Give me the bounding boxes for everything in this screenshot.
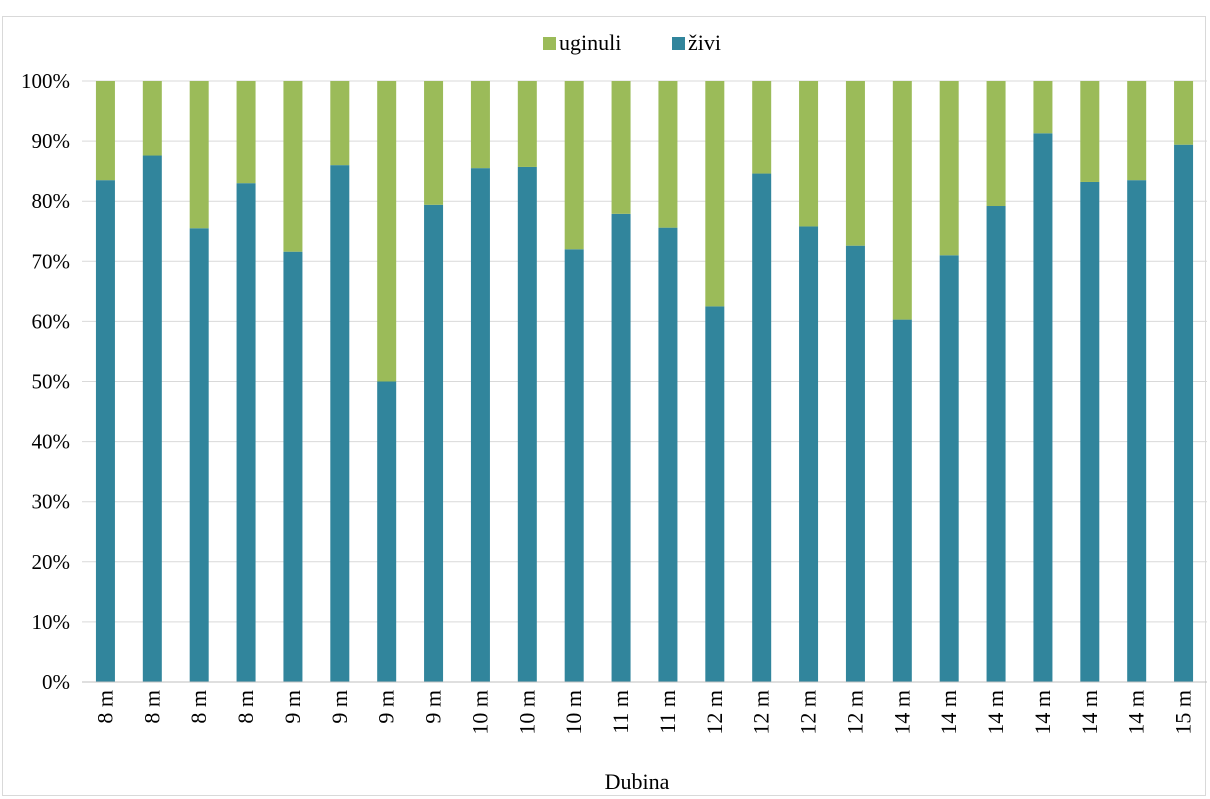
bar-zivi	[752, 173, 772, 682]
bar-uginuli	[658, 81, 678, 228]
y-tick-label: 10%	[32, 610, 71, 634]
bar-uginuli	[142, 81, 162, 156]
bar-zivi	[986, 206, 1006, 682]
bar-zivi	[330, 165, 350, 682]
bar-zivi	[705, 306, 725, 682]
bar-uginuli	[1174, 81, 1194, 145]
bar-uginuli	[377, 81, 397, 382]
bar-zivi	[283, 251, 303, 682]
x-tick-label: 8 m	[233, 690, 258, 724]
x-tick-label: 12 m	[749, 690, 774, 735]
bar-zivi	[95, 180, 115, 683]
bar-uginuli	[283, 81, 303, 252]
y-tick-label: 40%	[32, 430, 71, 454]
x-tick-label: 12 m	[702, 690, 727, 735]
bar-uginuli	[424, 81, 444, 205]
legend-swatch-uginuli	[543, 37, 556, 50]
bar-uginuli	[845, 81, 865, 246]
x-tick-label: 8 m	[186, 690, 211, 724]
x-tick-label: 14 m	[1030, 690, 1055, 735]
y-tick-label: 30%	[32, 490, 71, 514]
bar-uginuli	[330, 81, 350, 166]
legend: uginuli živi	[543, 30, 721, 55]
x-axis-title: Dubina	[605, 769, 670, 794]
bar-zivi	[1127, 180, 1147, 683]
bar-zivi	[1080, 181, 1100, 682]
bar-zivi	[1033, 133, 1053, 683]
bar-uginuli	[1127, 81, 1147, 181]
x-tick-label: 9 m	[421, 690, 446, 724]
x-tick-label: 10 m	[514, 690, 539, 735]
bar-uginuli	[189, 81, 209, 229]
bar-zivi	[1174, 144, 1194, 682]
x-tick-label: 9 m	[327, 690, 352, 724]
y-tick-label: 0%	[42, 670, 70, 694]
x-tick-label: 14 m	[1077, 690, 1102, 735]
x-tick-label: 10 m	[561, 690, 586, 735]
x-tick-label: 14 m	[1124, 690, 1149, 735]
x-tick-label: 14 m	[936, 690, 961, 735]
bar-uginuli	[752, 81, 772, 174]
bar-uginuli	[1033, 81, 1053, 134]
bar-zivi	[470, 168, 490, 682]
bar-zivi	[564, 249, 584, 682]
x-tick-label: 11 m	[608, 690, 633, 734]
y-axis-tick-labels: 0% 10% 20% 30% 40% 50% 60% 70% 80% 90% 100%	[21, 69, 70, 694]
x-tick-label: 14 m	[889, 690, 914, 735]
bar-zivi	[845, 245, 865, 682]
legend-swatch-zivi	[672, 37, 685, 50]
bar-zivi	[892, 319, 912, 682]
bar-uginuli	[470, 81, 490, 169]
x-axis-tick-labels: 8 m 8 m 8 m 8 m 9 m 9 m 9 m 9 m 10 m 10 m 10 m 11 m…	[92, 690, 1195, 735]
gridlines	[82, 80, 1207, 623]
y-tick-label: 90%	[32, 129, 71, 153]
bar-zivi	[939, 255, 959, 683]
x-tick-label: 8 m	[92, 690, 117, 724]
x-tick-label: 11 m	[655, 690, 680, 734]
bar-uginuli	[705, 81, 725, 307]
x-tick-label: 8 m	[139, 690, 164, 724]
bar-zivi	[517, 166, 537, 682]
bar-uginuli	[564, 81, 584, 250]
bar-zivi	[142, 155, 162, 683]
bar-zivi	[424, 204, 444, 682]
bar-uginuli	[986, 81, 1006, 207]
y-tick-label: 60%	[32, 309, 71, 333]
x-tick-label: 14 m	[983, 690, 1008, 735]
x-tick-label: 15 m	[1171, 690, 1196, 735]
y-tick-label: 80%	[32, 189, 71, 213]
x-tick-label: 10 m	[467, 690, 492, 735]
bar-uginuli	[517, 81, 537, 167]
x-tick-label: 9 m	[374, 690, 399, 724]
x-tick-label: 12 m	[796, 690, 821, 735]
y-tick-label: 70%	[32, 249, 71, 273]
bar-uginuli	[799, 81, 819, 227]
x-tick-label: 9 m	[280, 690, 305, 724]
bar-zivi	[658, 227, 678, 683]
bar-uginuli	[939, 81, 959, 256]
bar-uginuli	[1080, 81, 1100, 182]
bars	[95, 81, 1194, 683]
bar-uginuli	[95, 81, 115, 181]
legend-label-zivi: živi	[688, 30, 721, 55]
bar-zivi	[189, 228, 209, 682]
y-tick-label: 50%	[32, 370, 71, 394]
bar-zivi	[236, 183, 256, 683]
bar-uginuli	[236, 81, 256, 184]
x-tick-label: 12 m	[842, 690, 867, 735]
bar-zivi	[611, 213, 631, 683]
y-tick-label: 100%	[21, 69, 70, 93]
bar-zivi	[799, 226, 819, 682]
bar-zivi	[377, 381, 397, 682]
bar-uginuli	[892, 81, 912, 320]
bar-uginuli	[611, 81, 631, 214]
y-tick-label: 20%	[32, 550, 71, 574]
legend-label-uginuli: uginuli	[559, 30, 621, 55]
